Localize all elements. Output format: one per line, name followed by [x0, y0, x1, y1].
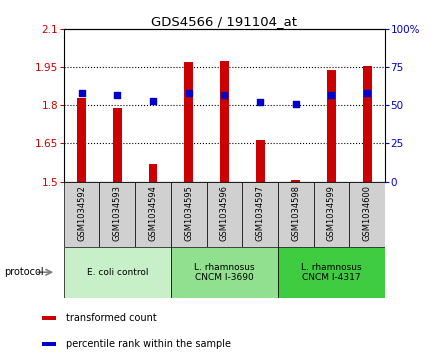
Text: GSM1034599: GSM1034599 [327, 185, 336, 241]
Bar [171, 247, 278, 298]
Text: GSM1034597: GSM1034597 [256, 185, 264, 241]
Point [185, 90, 192, 96]
Bar [220, 61, 229, 182]
Point [328, 92, 335, 98]
Bar [327, 70, 336, 182]
Bar [278, 182, 314, 247]
Bar [99, 182, 135, 247]
Bar [149, 164, 158, 182]
Text: GSM1034600: GSM1034600 [363, 185, 372, 241]
Point [114, 92, 121, 98]
Bar [64, 182, 99, 247]
Point [363, 90, 370, 96]
Text: transformed count: transformed count [66, 313, 157, 323]
Text: L. rhamnosus
CNCM I-3690: L. rhamnosus CNCM I-3690 [194, 262, 255, 282]
Text: GSM1034596: GSM1034596 [220, 185, 229, 241]
Bar [184, 62, 193, 182]
Text: GSM1034598: GSM1034598 [291, 185, 300, 241]
Bar [77, 98, 86, 182]
Point [257, 99, 264, 105]
Bar [256, 140, 264, 182]
Text: L. rhamnosus
CNCM I-4317: L. rhamnosus CNCM I-4317 [301, 262, 362, 282]
Bar [64, 247, 171, 298]
Bar [206, 182, 242, 247]
Point [150, 98, 157, 103]
Bar [171, 182, 206, 247]
Bar [349, 182, 385, 247]
Text: GSM1034592: GSM1034592 [77, 185, 86, 241]
Bar [42, 315, 56, 319]
Point [292, 101, 299, 107]
Bar [291, 180, 300, 182]
Point [221, 92, 228, 98]
Bar [113, 108, 122, 182]
Text: GSM1034593: GSM1034593 [113, 185, 122, 241]
Text: percentile rank within the sample: percentile rank within the sample [66, 339, 231, 349]
Bar [363, 66, 372, 182]
Text: GSM1034594: GSM1034594 [149, 185, 158, 241]
Bar [278, 247, 385, 298]
Text: protocol: protocol [4, 267, 44, 277]
Bar [135, 182, 171, 247]
Title: GDS4566 / 191104_at: GDS4566 / 191104_at [151, 15, 297, 28]
Point [78, 90, 85, 96]
Text: E. coli control: E. coli control [87, 268, 148, 277]
Bar [42, 342, 56, 346]
Bar [242, 182, 278, 247]
Text: GSM1034595: GSM1034595 [184, 185, 193, 241]
Bar [314, 182, 349, 247]
